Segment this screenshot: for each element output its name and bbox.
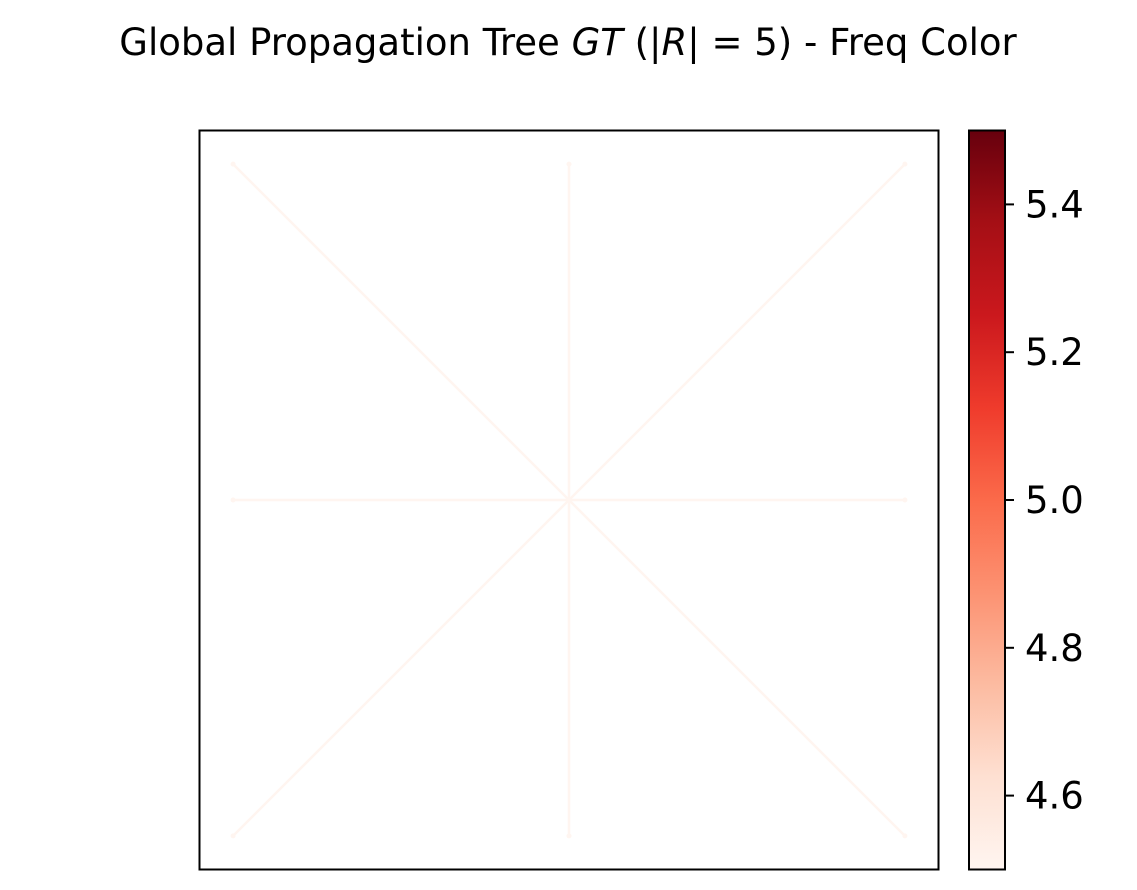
chart-title: Global Propagation Tree GT (|R| = 5) - F…: [119, 21, 1017, 64]
edge-arrowhead: [230, 161, 236, 167]
edge-arrowhead: [230, 833, 236, 839]
edge-arrowhead: [230, 497, 236, 503]
edge-arrowhead: [902, 497, 908, 503]
chart-title-r-symbol: R: [662, 21, 688, 64]
tree-edge: [568, 499, 906, 837]
colorbar-tick-label: 4.6: [1025, 775, 1084, 818]
tree-edge: [232, 163, 570, 501]
chart-title-gt-symbol: GT: [572, 21, 626, 64]
colorbar-tick-label: 5.2: [1025, 331, 1084, 374]
colorbar: 4.6 4.8 5.0 5.2 5.4: [968, 129, 1084, 871]
edge-arrowhead: [902, 161, 908, 167]
tree-edge: [568, 163, 906, 501]
colorbar-tick-label: 5.0: [1025, 479, 1084, 522]
chart-title-suffix: ) - Freq Color: [778, 21, 1018, 64]
chart-title-paren-open: (|: [623, 21, 662, 64]
tree-edge: [232, 499, 570, 837]
colorbar-tick-label: 4.8: [1025, 627, 1084, 670]
edge-arrowhead: [566, 833, 572, 839]
chart-title-equals: | =: [687, 21, 754, 64]
edges-layer: [230, 161, 908, 839]
plot-area: [198, 129, 940, 871]
colorbar-gradient: [969, 130, 1005, 870]
edge-arrowhead: [902, 833, 908, 839]
colorbar-ticks: 4.6 4.8 5.0 5.2 5.4: [1005, 183, 1084, 818]
chart-title-prefix: Global Propagation Tree: [119, 21, 571, 64]
colorbar-tick-label: 5.4: [1025, 183, 1084, 226]
chart-title-count: 5: [754, 21, 778, 64]
edge-arrowhead: [566, 161, 572, 167]
